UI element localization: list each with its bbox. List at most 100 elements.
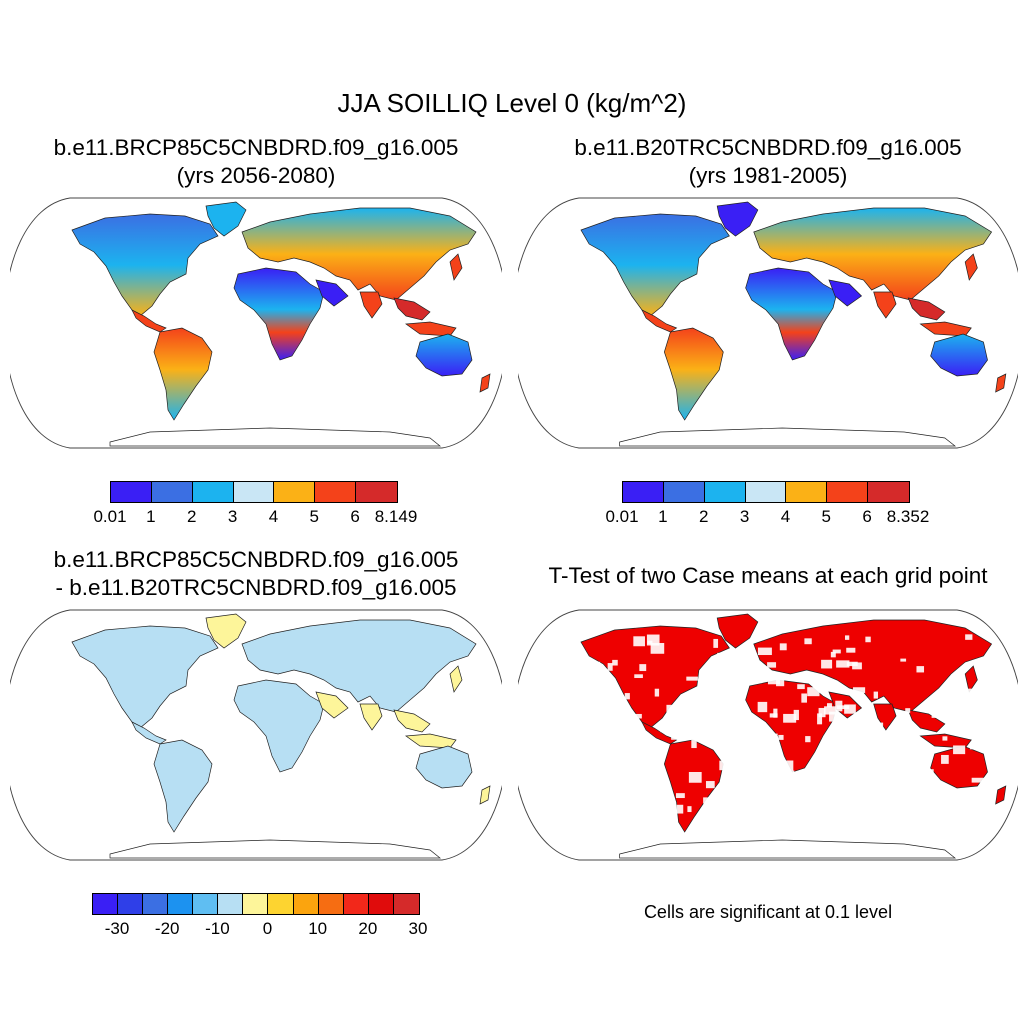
colorbar-swatch (192, 482, 234, 502)
map-historical-soilliq (518, 197, 1018, 449)
colorbar-tick-label: 6 (350, 507, 360, 526)
colorbar-swatch (111, 482, 152, 502)
map-ttest-significance (518, 609, 1018, 861)
landmass-antarctica (619, 427, 957, 447)
landmass-indonesia (919, 733, 972, 749)
colorbar-tick-label: 8.352 (886, 507, 930, 526)
colorbar-swatch (268, 894, 294, 914)
colorbar-swatch (151, 482, 193, 502)
colorbar-tick-label: 20 (358, 919, 378, 938)
colorbar-swatch (293, 894, 319, 914)
colorbar-swatch (315, 482, 357, 502)
colorbar-future (110, 481, 398, 503)
colorbar-tick-label: 5 (821, 507, 832, 526)
landmass-southAmerica (153, 327, 213, 421)
colorbar-tick-label: 10 (308, 919, 328, 938)
landmass-india (873, 291, 897, 319)
colorbar-tick-label: -20 (154, 919, 180, 938)
colorbar-swatch (343, 894, 369, 914)
landmass-northAmerica (71, 213, 219, 317)
colorbar-swatch (786, 482, 828, 502)
landmass-india (359, 291, 383, 319)
colorbar-swatch (827, 482, 869, 502)
colorbar-swatch (274, 482, 316, 502)
landmass-greenland (205, 201, 247, 237)
colorbar-tick-label: 2 (186, 507, 197, 526)
colorbar-swatch (168, 894, 194, 914)
colorbar-swatch (868, 482, 909, 502)
colorbar-tick-label: 8.149 (374, 507, 418, 526)
colorbar-historical (622, 481, 910, 503)
landmass-arabia (828, 279, 863, 307)
landmass-antarctica (109, 839, 441, 859)
colorbar-tick-label: 30 (408, 919, 428, 938)
colorbar-swatch (143, 894, 169, 914)
colorbar-swatch (356, 482, 397, 502)
colorbar-tick-label: 0.01 (605, 507, 639, 526)
landmass-centralAmerica (641, 309, 678, 333)
significance-note: Cells are significant at 0.1 level (643, 902, 893, 922)
colorbar-tick-label: 6 (862, 507, 872, 526)
colorbar-swatch (218, 894, 244, 914)
landmass-nz (995, 785, 1007, 805)
landmass-africa (745, 267, 838, 361)
panel-title-difference-line2: - b.e11.B20TRC5CNBDRD.f09_g16.005 (55, 575, 457, 600)
landmass-antarctica (109, 427, 441, 447)
landmass-northAmerica (71, 625, 219, 729)
panel-title-historical-line2: (yrs 1981-2005) (688, 163, 848, 188)
colorbar-tick-label: 4 (780, 507, 791, 526)
colorbar-tick-label: 2 (698, 507, 709, 526)
colorbar-swatch (663, 482, 705, 502)
colorbar-swatch (118, 894, 144, 914)
colorbar-swatch (393, 894, 419, 914)
map-difference (10, 609, 502, 861)
colorbar-swatch (233, 482, 275, 502)
colorbar-swatch (93, 894, 119, 914)
colorbar-swatch (318, 894, 344, 914)
colorbar-tick-label: 3 (227, 507, 238, 526)
landmass-arabia (315, 279, 349, 307)
landmass-greenland (205, 613, 247, 649)
colorbar-swatch (704, 482, 746, 502)
landmass-africa (233, 267, 325, 361)
landmass-japan (449, 665, 463, 693)
colorbar-tick-label: 1 (146, 507, 156, 526)
landmass-greenland (716, 201, 759, 237)
landmass-seAsia (393, 297, 431, 321)
landmass-northAmerica (580, 625, 730, 729)
landmass-indonesia (919, 321, 972, 337)
landmass-australia (930, 333, 988, 377)
panel-title-historical: b.e11.B20TRC5CNBDRD.f09_g16.005 (yrs 198… (512, 134, 1024, 190)
colorbar-swatch (745, 482, 787, 502)
landmass-southAmerica (153, 739, 213, 833)
panel-title-difference: b.e11.BRCP85C5CNBDRD.f09_g16.005 - b.e11… (0, 546, 512, 602)
landmass-greenland (716, 613, 759, 649)
landmass-africa (233, 679, 325, 773)
panel-title-future: b.e11.BRCP85C5CNBDRD.f09_g16.005 (yrs 20… (0, 134, 512, 190)
landmass-australia (415, 333, 473, 377)
landmass-nz (479, 373, 491, 393)
landmass-seAsia (907, 709, 946, 733)
colorbar-tick-label: 0.01 (93, 507, 127, 526)
landmass-northAmerica (580, 213, 730, 317)
landmass-seAsia (393, 709, 431, 733)
colorbar-tick-label: -10 (205, 919, 230, 938)
landmass-nz (479, 785, 491, 805)
landmass-australia (415, 745, 473, 789)
colorbar-tick-label: 5 (309, 507, 320, 526)
panel-title-future-line2: (yrs 2056-2080) (176, 163, 336, 188)
panel-title-future-line1: b.e11.BRCP85C5CNBDRD.f09_g16.005 (53, 135, 459, 160)
landmass-centralAmerica (131, 721, 167, 745)
landmass-india (359, 703, 383, 731)
landmass-centralAmerica (131, 309, 167, 333)
landmass-antarctica (619, 839, 957, 859)
landmass-seAsia (907, 297, 946, 321)
landmass-arabia (315, 691, 349, 719)
colorbar-swatch (193, 894, 219, 914)
landmass-japan (964, 665, 978, 693)
panel-title-ttest: T-Test of two Case means at each grid po… (548, 563, 988, 588)
landmass-southAmerica (663, 327, 724, 421)
landmass-japan (449, 253, 463, 281)
colorbar-swatch (623, 482, 664, 502)
colorbar-tick-label: 3 (739, 507, 750, 526)
